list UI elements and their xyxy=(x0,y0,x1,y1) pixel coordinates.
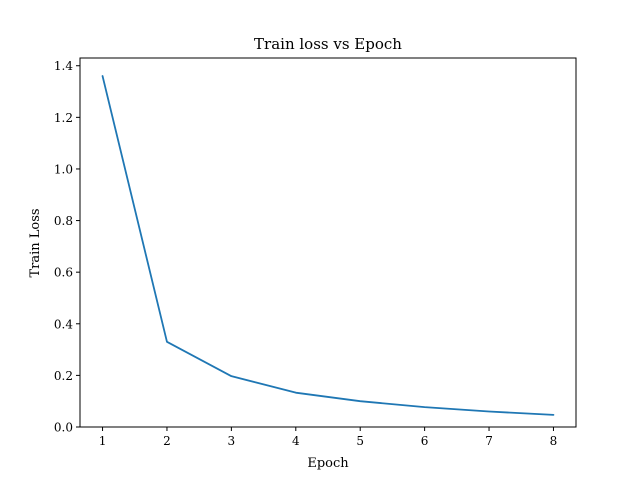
x-tick-label: 6 xyxy=(421,434,429,448)
y-tick-label: 1.0 xyxy=(54,162,73,176)
y-axis-label: Train Loss xyxy=(28,208,43,277)
y-tick-label: 0.2 xyxy=(54,369,73,383)
axes-frame xyxy=(79,57,577,428)
x-axis-label: Epoch xyxy=(307,456,349,471)
x-tick-label: 3 xyxy=(228,434,236,448)
x-tick-label: 8 xyxy=(550,434,558,448)
y-tick-label: 0.0 xyxy=(54,421,73,435)
y-tick-label: 0.8 xyxy=(54,214,73,228)
series-line-0 xyxy=(101,75,555,416)
plot-area xyxy=(101,75,555,416)
x-tick-label: 2 xyxy=(163,434,171,448)
x-tick-label: 5 xyxy=(356,434,364,448)
y-tick-label: 1.2 xyxy=(54,111,73,125)
x-tick-label: 1 xyxy=(99,434,107,448)
y-tick-label: 0.4 xyxy=(54,317,73,331)
chart-title: Train loss vs Epoch xyxy=(254,35,402,53)
y-tick-label: 1.4 xyxy=(54,59,73,73)
x-tick-label: 4 xyxy=(292,434,300,448)
x-tick-label: 7 xyxy=(485,434,493,448)
y-tick-label: 0.6 xyxy=(54,266,73,280)
